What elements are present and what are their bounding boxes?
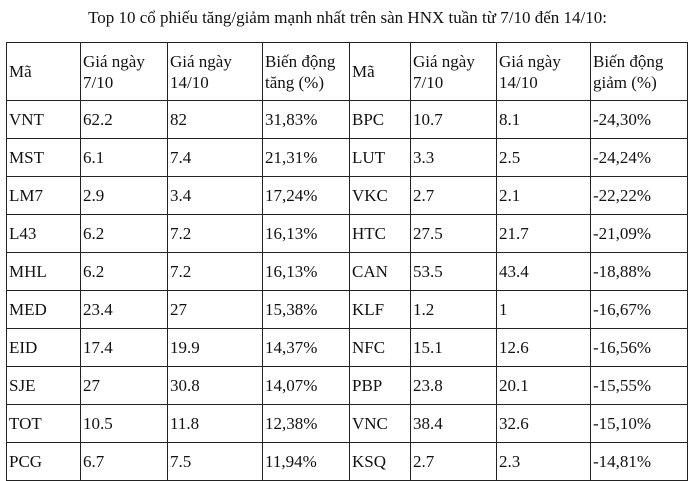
table-cell: 12.6 [496,328,591,367]
table-cell: 6.1 [80,138,168,177]
table-cell: -24,24% [590,138,688,177]
table-cell: 62.2 [80,100,168,139]
table-cell: 20.1 [496,366,591,405]
table-cell: 21.7 [496,214,591,253]
table-cell: 3.3 [410,138,497,177]
table-cell: 23.8 [410,366,497,405]
table-cell: -16,56% [590,328,688,367]
table-cell: 17,24% [262,176,350,215]
table-cell: EID [6,328,81,367]
table-cell: 82 [167,100,263,139]
table-cell: SJE [6,366,81,405]
table-cell: 27 [167,290,263,329]
table-cell: 1.2 [410,290,497,329]
column-header: Mã [349,42,411,101]
table-cell: 6.2 [80,252,168,291]
table-cell: 38.4 [410,404,497,443]
table-cell: BPC [349,100,411,139]
table-cell: 53.5 [410,252,497,291]
table-cell: 30.8 [167,366,263,405]
table-cell: 27 [80,366,168,405]
table-cell: 15.1 [410,328,497,367]
table-cell: 3.4 [167,176,263,215]
table-cell: 8.1 [496,100,591,139]
table-cell: 19.9 [167,328,263,367]
table-cell: -24,30% [590,100,688,139]
table-cell: MED [6,290,81,329]
table-cell: 7.2 [167,214,263,253]
table-cell: 17.4 [80,328,168,367]
table-cell: VNT [6,100,81,139]
table-cell: 15,38% [262,290,350,329]
table-cell: 27.5 [410,214,497,253]
table-row: PCG 6.7 7.5 11,94% KSQ 2.7 2.3 -14,81% [6,442,688,481]
table-cell: 31,83% [262,100,350,139]
table-cell: 12,38% [262,404,350,443]
table-cell: 2.5 [496,138,591,177]
table-cell: -16,67% [590,290,688,329]
table-cell: 16,13% [262,252,350,291]
table-cell: 32.6 [496,404,591,443]
table-row: LM7 2.9 3.4 17,24% VKC 2.7 2.1 -22,22% [6,176,688,215]
table-cell: MST [6,138,81,177]
table-cell: CAN [349,252,411,291]
table-cell: L43 [6,214,81,253]
table-cell: VKC [349,176,411,215]
table-cell: 7.4 [167,138,263,177]
table-cell: 14,07% [262,366,350,405]
table-cell: 2.7 [410,176,497,215]
table-cell: MHL [6,252,81,291]
table-cell: LM7 [6,176,81,215]
column-header: Biến động giảm (%) [590,42,688,101]
table-cell: VNC [349,404,411,443]
column-header: Mã [6,42,81,101]
column-header: Giá ngày 7/10 [410,42,497,101]
table-cell: -22,22% [590,176,688,215]
table-cell: 14,37% [262,328,350,367]
column-header: Giá ngày 14/10 [167,42,263,101]
table-cell: 43.4 [496,252,591,291]
table-row: VNT 62.2 82 31,83% BPC 10.7 8.1 -24,30% [6,100,688,139]
table-cell: 2.9 [80,176,168,215]
table-cell: 7.2 [167,252,263,291]
column-header: Giá ngày 7/10 [80,42,168,101]
table-cell: 1 [496,290,591,329]
table-cell: 11.8 [167,404,263,443]
table-cell: 6.2 [80,214,168,253]
table-cell: 16,13% [262,214,350,253]
table-cell: HTC [349,214,411,253]
table-cell: NFC [349,328,411,367]
table-cell: 2.1 [496,176,591,215]
stock-table: Mã Giá ngày 7/10 Giá ngày 14/10 Biến động t… [6,42,688,481]
table-cell: 10.5 [80,404,168,443]
table-cell: KLF [349,290,411,329]
table-row: MST 6.1 7.4 21,31% LUT 3.3 2.5 -24,24% [6,138,688,177]
table-cell: 10.7 [410,100,497,139]
table-row: TOT 10.5 11.8 12,38% VNC 38.4 32.6 -15,10% [6,404,688,443]
table-cell: LUT [349,138,411,177]
table-cell: TOT [6,404,81,443]
table-cell: 23.4 [80,290,168,329]
table-row: MHL 6.2 7.2 16,13% CAN 53.5 43.4 -18,88% [6,252,688,291]
table-row: SJE 27 30.8 14,07% PBP 23.8 20.1 -15,55% [6,366,688,405]
table-cell: -21,09% [590,214,688,253]
table-cell: -15,10% [590,404,688,443]
table-cell: PBP [349,366,411,405]
table-row: L43 6.2 7.2 16,13% HTC 27.5 21.7 -21,09% [6,214,688,253]
table-row: EID 17.4 19.9 14,37% NFC 15.1 12.6 -16,56% [6,328,688,367]
table-cell: 21,31% [262,138,350,177]
table-cell: -18,88% [590,252,688,291]
table-row: MED 23.4 27 15,38% KLF 1.2 1 -16,67% [6,290,688,329]
column-header: Giá ngày 14/10 [496,42,591,101]
table-title: Top 10 cổ phiếu tăng/giảm mạnh nhất trên… [88,8,607,27]
header-row: Mã Giá ngày 7/10 Giá ngày 14/10 Biến động t… [6,42,688,101]
column-header: Biến động tăng (%) [262,42,350,101]
table-cell: -15,55% [590,366,688,405]
